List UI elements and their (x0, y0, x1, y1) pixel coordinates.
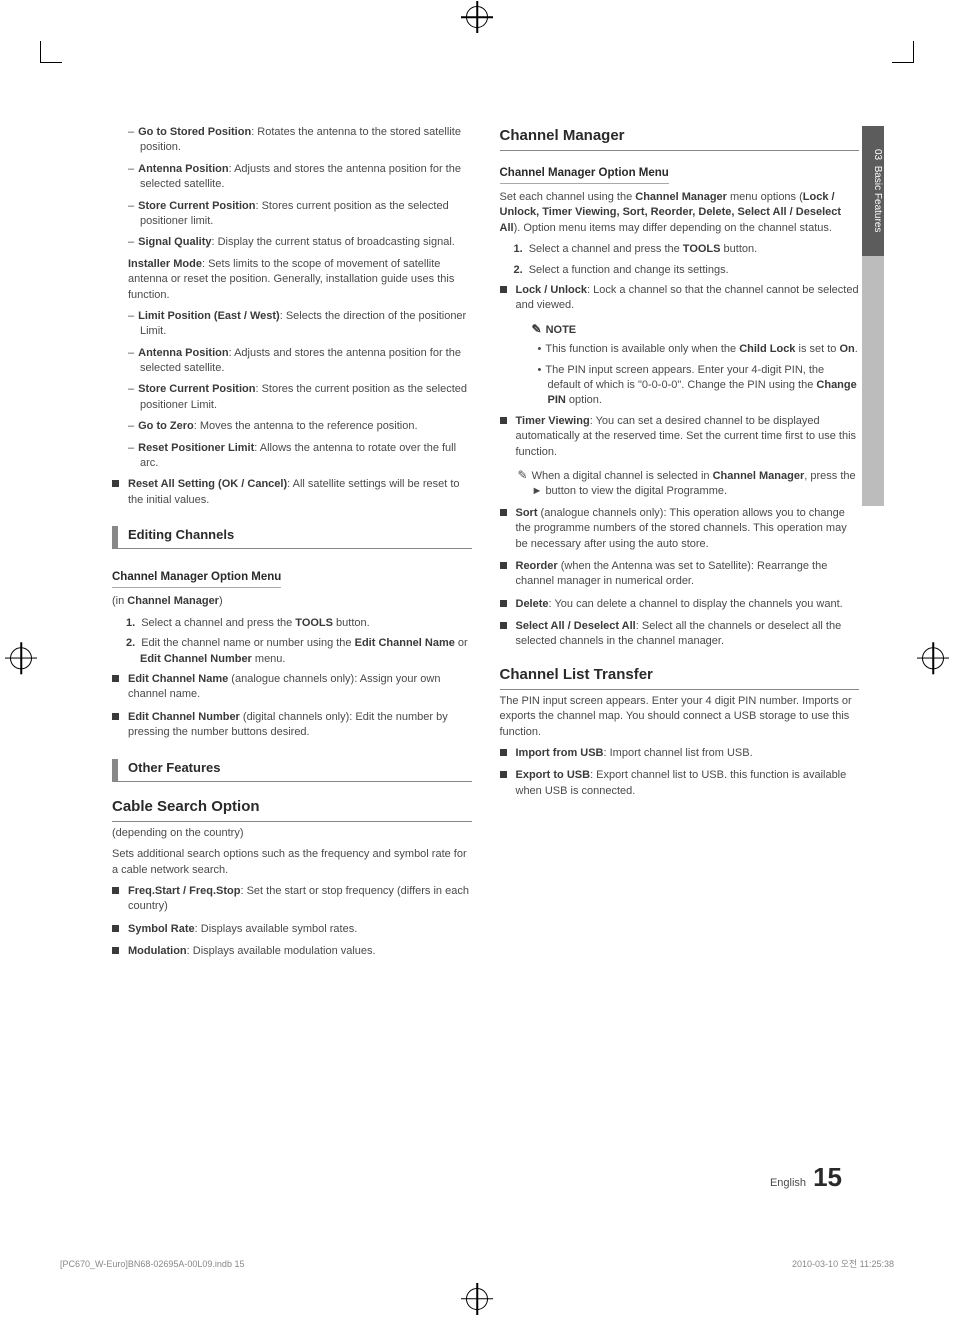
note-item: •This function is available only when th… (500, 342, 860, 357)
cm-option-subheading: Channel Manager Option Menu (500, 165, 669, 184)
timer-note: ✎When a digital channel is selected in C… (500, 467, 860, 500)
note-item: •The PIN input screen appears. Enter you… (500, 363, 860, 409)
print-timestamp: 2010-03-10 오전 11:25:38 (792, 1258, 894, 1271)
editing-channels-heading: Editing Channels (112, 526, 472, 549)
other-features-heading: Other Features (112, 759, 472, 782)
note-label: ✎NOTE (500, 321, 860, 338)
bullet-item: Edit Channel Number (digital channels on… (112, 710, 472, 741)
registration-mark-top (466, 6, 488, 28)
bullet-reorder: Reorder (when the Antenna was set to Sat… (500, 559, 860, 590)
side-tab: 03 Basic Features (862, 126, 884, 506)
cable-intro-2: Sets additional search options such as t… (112, 847, 472, 878)
note-icon: ✎ (532, 322, 542, 336)
registration-mark-left (10, 647, 32, 669)
note-icon: ✎ (518, 468, 528, 482)
list-item: –Antenna Position: Adjusts and stores th… (112, 162, 472, 193)
left-column: –Go to Stored Position: Rotates the ante… (112, 125, 472, 967)
bullet-delete: Delete: You can delete a channel to disp… (500, 597, 860, 612)
cable-search-heading: Cable Search Option (112, 796, 472, 822)
clt-intro: The PIN input screen appears. Enter your… (500, 694, 860, 740)
bullet-item: Symbol Rate: Displays available symbol r… (112, 922, 472, 937)
list-item: –Signal Quality: Display the current sta… (112, 235, 472, 250)
channel-list-transfer-heading: Channel List Transfer (500, 664, 860, 690)
list-item: –Reset Positioner Limit: Allows the ante… (112, 441, 472, 472)
chapter-title: Basic Features (872, 166, 883, 233)
list-item: –Limit Position (East / West): Selects t… (112, 309, 472, 340)
list-item: –Store Current Position: Stores the curr… (112, 382, 472, 413)
page-footer: English 15 (770, 1159, 842, 1195)
registration-mark-right (922, 647, 944, 669)
bullet-import: Import from USB: Import channel list fro… (500, 746, 860, 761)
bullet-sort: Sort (analogue channels only): This oper… (500, 506, 860, 552)
list-item: –Go to Zero: Moves the antenna to the re… (112, 419, 472, 434)
bullet-lock: Lock / Unlock: Lock a channel so that th… (500, 283, 860, 314)
step-1: 1.Select a channel and press the TOOLS b… (112, 616, 472, 631)
installer-intro: Installer Mode: Sets limits to the scope… (112, 257, 472, 303)
list-item: –Antenna Position: Adjusts and stores th… (112, 346, 472, 377)
cable-intro-1: (depending on the country) (112, 826, 472, 841)
print-job: [PC670_W-Euro]BN68-02695A-00L09.indb 15 (60, 1258, 244, 1271)
channel-manager-heading: Channel Manager (500, 125, 860, 151)
bullet-item: Reset All Setting (OK / Cancel): All sat… (112, 477, 472, 508)
step-2: 2.Select a function and change its setti… (500, 263, 860, 278)
cm-intro: Set each channel using the Channel Manag… (500, 190, 860, 236)
bullet-select: Select All / Deselect All: Select all th… (500, 619, 860, 650)
bullet-timer: Timer Viewing: You can set a desired cha… (500, 414, 860, 460)
in-channel-manager: (in Channel Manager) (112, 594, 472, 609)
registration-mark-bottom (466, 1288, 488, 1310)
right-column: Channel Manager Channel Manager Option M… (500, 125, 860, 967)
cm-option-subheading: Channel Manager Option Menu (112, 569, 281, 588)
print-footer: [PC670_W-Euro]BN68-02695A-00L09.indb 15 … (60, 1258, 894, 1271)
bullet-item: Edit Channel Name (analogue channels onl… (112, 672, 472, 703)
chapter-number: 03 (872, 149, 883, 160)
bullet-item: Freq.Start / Freq.Stop: Set the start or… (112, 884, 472, 915)
bullet-item: Modulation: Displays available modulatio… (112, 944, 472, 959)
step-1: 1.Select a channel and press the TOOLS b… (500, 242, 860, 257)
bullet-export: Export to USB: Export channel list to US… (500, 768, 860, 799)
footer-lang: English (770, 1177, 806, 1189)
list-item: –Store Current Position: Stores current … (112, 199, 472, 230)
list-item: –Go to Stored Position: Rotates the ante… (112, 125, 472, 156)
page-number: 15 (813, 1162, 842, 1192)
step-2: 2.Edit the channel name or number using … (112, 636, 472, 667)
